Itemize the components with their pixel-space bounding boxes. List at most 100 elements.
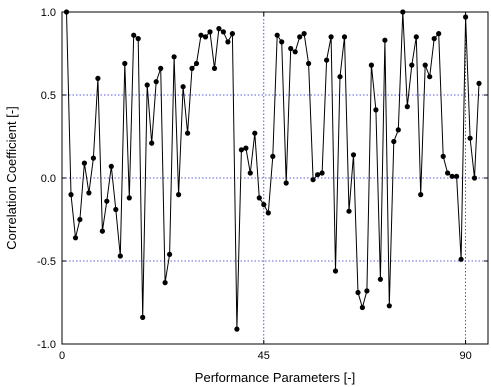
data-point [104, 198, 110, 204]
data-point [386, 303, 392, 309]
data-point [319, 170, 325, 176]
data-point [373, 107, 379, 113]
x-tick-label: 90 [459, 350, 471, 362]
y-tick-label: 0.0 [41, 173, 56, 185]
data-point [341, 34, 348, 40]
y-tick-label: -1.0 [37, 339, 56, 351]
data-point [117, 253, 123, 259]
grid-lines [62, 12, 488, 344]
data-point [86, 190, 92, 196]
data-point [95, 75, 101, 81]
data-point [234, 326, 240, 332]
x-axis-title: Performance Parameters [-] [195, 370, 355, 385]
data-point [292, 49, 298, 55]
data-point [131, 32, 137, 38]
data-point [162, 280, 168, 286]
data-point [68, 192, 74, 198]
data-point [467, 135, 473, 141]
data-point [445, 170, 451, 176]
y-tick-label: 0.5 [41, 90, 56, 102]
data-point [265, 210, 271, 216]
data-point [185, 130, 191, 136]
data-point [315, 172, 321, 178]
data-point [140, 314, 146, 320]
data-point [149, 140, 155, 146]
data-point [176, 192, 182, 198]
axis-ticks: 1.0 0.5 0.0 -0.5 -1.00 45 90 [37, 7, 488, 362]
data-point [189, 65, 195, 71]
data-point [238, 147, 244, 153]
data-point [301, 30, 307, 37]
data-point [440, 153, 446, 159]
data-point [202, 34, 209, 40]
data-point [153, 79, 159, 85]
data-point [404, 104, 410, 110]
data-point [207, 29, 213, 35]
data-point [368, 62, 374, 68]
data-point [454, 173, 460, 179]
data-point [171, 54, 177, 60]
data-point [193, 60, 200, 67]
data-point [252, 130, 258, 136]
data-point [471, 175, 478, 181]
data-point [270, 153, 276, 159]
data-point [99, 228, 105, 234]
y-axis-title: Correlation Coefficient [-] [4, 106, 19, 250]
data-point [122, 60, 128, 67]
data-point [413, 34, 419, 40]
data-point [427, 74, 433, 80]
data-point [72, 235, 79, 241]
data-point [409, 62, 415, 68]
data-point [324, 57, 330, 63]
data-point [229, 30, 235, 37]
data-point [332, 268, 339, 274]
data-point [395, 127, 401, 133]
series-line [66, 11, 480, 330]
data-point [391, 138, 397, 145]
data-point [458, 256, 464, 262]
x-tick-label: 0 [59, 350, 65, 362]
data-point [225, 39, 231, 45]
data-point [90, 155, 96, 161]
data-point [216, 26, 222, 32]
data-point [355, 289, 361, 296]
data-point [359, 304, 365, 311]
data-point [283, 180, 289, 186]
data-point [377, 276, 383, 282]
data-point [422, 62, 428, 68]
data-point [306, 60, 312, 67]
data-point [144, 82, 150, 88]
data-point [158, 65, 164, 71]
data-point [274, 32, 280, 38]
data-point [476, 80, 482, 86]
data-point [180, 84, 186, 90]
data-point [81, 160, 87, 166]
data-point [77, 216, 83, 223]
data-point [256, 195, 262, 201]
data-point [261, 202, 267, 208]
data-point [337, 74, 343, 80]
data-point [350, 152, 357, 158]
data-point [126, 195, 132, 201]
y-tick-label: -0.5 [37, 256, 56, 268]
data-point [108, 163, 114, 169]
data-point [135, 36, 141, 42]
data-point [279, 39, 285, 45]
x-tick-label: 45 [258, 350, 270, 362]
data-point [288, 45, 294, 52]
data-markers [63, 9, 482, 332]
data-point [436, 30, 442, 37]
data-point [449, 173, 455, 179]
data-point [328, 34, 334, 40]
data-point [297, 34, 303, 40]
data-point [463, 14, 469, 20]
data-point [431, 36, 437, 42]
data-point [113, 206, 119, 213]
data-point [310, 177, 316, 183]
data-point [382, 37, 388, 43]
data-point [418, 192, 424, 198]
data-point [364, 288, 370, 294]
data-point [167, 251, 173, 257]
data-point [243, 145, 249, 151]
